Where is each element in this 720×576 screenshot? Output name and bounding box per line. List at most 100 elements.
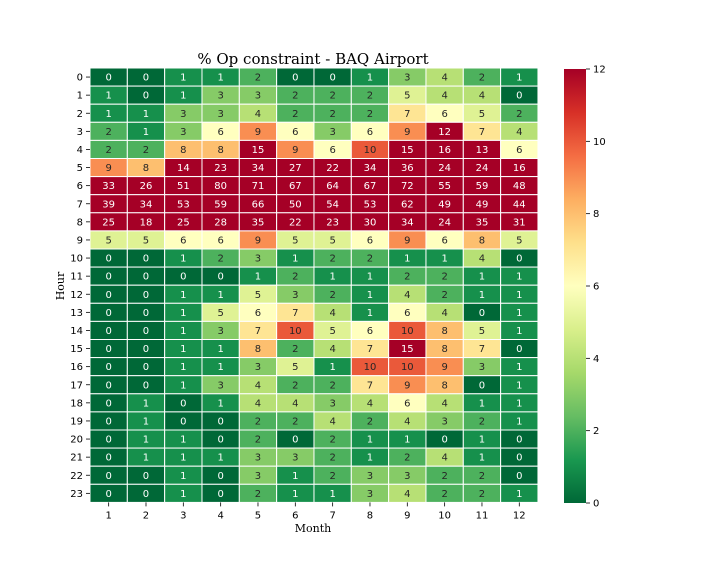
colorbar-tick-label: 10 <box>593 137 606 148</box>
cell-value-label: 1 <box>217 73 223 84</box>
cell-value-label: 8 <box>441 326 447 337</box>
cell-value-label: 1 <box>217 398 223 409</box>
y-tick-label: 13 <box>70 308 83 319</box>
cell-value-label: 49 <box>438 199 451 210</box>
cell-value-label: 3 <box>255 362 261 373</box>
cell-value-label: 0 <box>105 272 111 283</box>
cell-value-label: 2 <box>367 109 373 120</box>
x-tick-label: 10 <box>438 510 451 521</box>
cell-value-label: 1 <box>479 398 485 409</box>
y-tick-label: 7 <box>77 199 83 210</box>
cell-value-label: 0 <box>516 435 522 446</box>
cell-value-label: 4 <box>404 290 410 301</box>
cell-value-label: 1 <box>516 290 522 301</box>
cell-value-label: 15 <box>252 145 265 156</box>
cell-value-label: 1 <box>516 416 522 427</box>
x-tick-label: 4 <box>217 510 223 521</box>
cell-value-label: 14 <box>177 163 190 174</box>
cell-value-label: 5 <box>329 326 335 337</box>
cell-value-label: 1 <box>367 308 373 319</box>
cell-value-label: 1 <box>143 453 149 464</box>
cell-value-label: 6 <box>367 235 373 246</box>
cell-value-label: 4 <box>329 308 335 319</box>
cell-value-label: 80 <box>214 181 227 192</box>
cell-value-label: 6 <box>441 109 447 120</box>
cell-value-label: 0 <box>105 362 111 373</box>
cell-value-label: 2 <box>292 416 298 427</box>
cell-value-label: 0 <box>105 73 111 84</box>
x-tick-label: 9 <box>404 510 410 521</box>
cell-value-label: 8 <box>180 145 186 156</box>
cell-value-label: 34 <box>364 163 377 174</box>
cell-value-label: 26 <box>140 181 153 192</box>
cell-value-label: 10 <box>401 326 414 337</box>
cell-value-label: 1 <box>180 73 186 84</box>
cell-value-label: 6 <box>367 326 373 337</box>
cell-value-label: 1 <box>292 254 298 265</box>
cell-value-label: 1 <box>143 435 149 446</box>
cell-value-label: 1 <box>516 489 522 500</box>
cell-value-label: 1 <box>367 435 373 446</box>
cell-value-label: 9 <box>255 127 261 138</box>
cell-value-label: 0 <box>105 326 111 337</box>
cell-value-label: 0 <box>292 73 298 84</box>
cell-value-label: 0 <box>217 435 223 446</box>
cell-value-label: 3 <box>329 398 335 409</box>
cell-value-label: 4 <box>255 109 261 120</box>
cell-value-label: 2 <box>292 272 298 283</box>
cell-value-label: 1 <box>479 290 485 301</box>
cell-value-label: 2 <box>292 344 298 355</box>
cell-value-label: 5 <box>329 235 335 246</box>
cell-value-label: 0 <box>516 471 522 482</box>
x-tick-label: 2 <box>143 510 149 521</box>
cell-value-label: 2 <box>329 109 335 120</box>
colorbar-tick-label: 12 <box>593 65 606 76</box>
y-tick-label: 4 <box>77 145 83 156</box>
cell-value-label: 4 <box>329 344 335 355</box>
y-tick-label: 21 <box>70 453 83 464</box>
cell-value-label: 59 <box>476 181 489 192</box>
cell-value-label: 0 <box>105 380 111 391</box>
cell-value-label: 0 <box>143 344 149 355</box>
cell-value-label: 10 <box>289 326 302 337</box>
cell-value-label: 1 <box>105 109 111 120</box>
cell-value-label: 0 <box>516 91 522 102</box>
cell-value-label: 4 <box>367 398 373 409</box>
cell-value-label: 59 <box>214 199 227 210</box>
cell-value-label: 1 <box>516 73 522 84</box>
cell-value-label: 1 <box>516 380 522 391</box>
cell-value-label: 24 <box>438 217 451 228</box>
colorbar-tick-label: 2 <box>593 426 599 437</box>
cell-value-label: 1 <box>217 344 223 355</box>
cell-value-label: 1 <box>367 290 373 301</box>
cell-value-label: 54 <box>326 199 339 210</box>
y-tick-label: 9 <box>77 235 83 246</box>
y-tick-label: 23 <box>70 489 83 500</box>
y-tick-label: 2 <box>77 109 83 120</box>
cell-value-label: 1 <box>180 453 186 464</box>
cell-value-label: 5 <box>479 326 485 337</box>
cell-value-label: 4 <box>479 91 485 102</box>
cell-value-label: 35 <box>476 217 489 228</box>
cell-value-label: 3 <box>217 380 223 391</box>
cell-value-label: 23 <box>214 163 227 174</box>
cell-value-label: 0 <box>143 326 149 337</box>
cell-value-label: 5 <box>217 308 223 319</box>
cell-value-label: 8 <box>255 344 261 355</box>
y-tick-label: 12 <box>70 290 83 301</box>
cell-value-label: 1 <box>329 272 335 283</box>
cell-value-label: 0 <box>479 308 485 319</box>
cell-value-label: 1 <box>217 453 223 464</box>
cell-value-label: 3 <box>367 489 373 500</box>
cell-value-label: 1 <box>180 290 186 301</box>
cell-value-label: 1 <box>479 453 485 464</box>
cell-value-label: 9 <box>105 163 111 174</box>
y-tick-label: 20 <box>70 435 83 446</box>
cell-value-label: 2 <box>329 254 335 265</box>
cell-value-label: 1 <box>180 489 186 500</box>
cell-value-label: 3 <box>292 453 298 464</box>
cell-value-label: 0 <box>143 362 149 373</box>
cell-value-label: 0 <box>441 435 447 446</box>
cell-value-label: 2 <box>367 416 373 427</box>
cell-value-label: 1 <box>292 471 298 482</box>
